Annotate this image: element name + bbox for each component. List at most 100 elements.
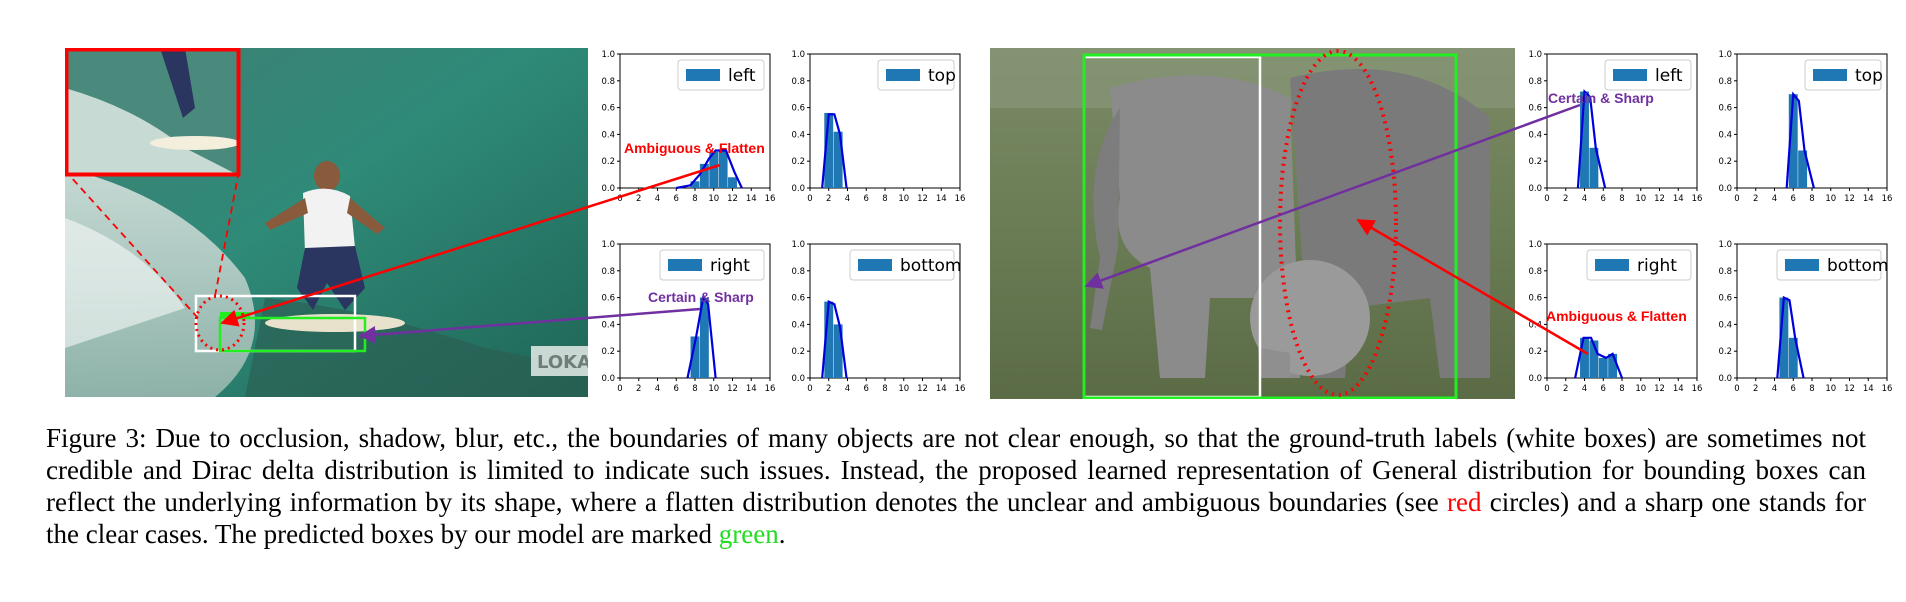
right-panel-left-xtick-label: 8	[1619, 194, 1624, 204]
right-panel-bottom-legend-label: bottom	[1827, 256, 1888, 276]
left-panel-bottom-xtick-label: 16	[955, 384, 966, 394]
right-panel-bottom-xtick-label: 8	[1809, 384, 1814, 394]
right-panel-top-ytick-label: 0.8	[1718, 77, 1732, 87]
left-panel-top-xtick-label: 6	[864, 194, 869, 204]
left-panel-left-ytick-label: 0.0	[601, 184, 615, 194]
right-panel-left-distribution-curve	[1576, 89, 1607, 189]
right-panel-bottom-legend-swatch	[1785, 259, 1819, 271]
caption-text-2: circles) and a sharp one stands for the …	[46, 487, 1866, 549]
left-panel-right-ytick-label: 0.6	[601, 294, 615, 304]
right-panel-bottom-legend-box	[1776, 249, 1882, 281]
left-panel-bottom-xtick-label: 8	[882, 384, 887, 394]
left-panel-left-xtick-label: 8	[692, 194, 697, 204]
left-panel-left-xtick-label: 14	[746, 194, 757, 204]
left-panel-bottom-ytick-label: 0.2	[791, 347, 805, 357]
left-panel-right-ytick-label: 0.0	[601, 374, 615, 384]
left-panel-top-xtick-label: 2	[826, 194, 831, 204]
right-panel-bottom-ytick-label: 0.4	[1718, 320, 1732, 330]
right-panel-left-bar	[1589, 147, 1599, 188]
right-panel-left-xtick-label: 2	[1563, 194, 1568, 204]
right-panel-right-xtick-label: 14	[1673, 384, 1684, 394]
left-panel-right-bar	[690, 336, 700, 378]
right-panel-right-bar	[1608, 353, 1618, 378]
left-panel-bottom-legend-label: bottom	[900, 256, 961, 276]
left-panel-right-xtick-label: 2	[636, 384, 641, 394]
right-panel-top-distribution-curve	[1785, 91, 1815, 189]
right-panel-bottom-ytick-label: 1.0	[1718, 240, 1732, 250]
left-panel-bottom-xtick-label: 10	[898, 384, 909, 394]
right-panel-right-ytick-label: 0.8	[1528, 267, 1542, 277]
right-panel-bottom-bar	[1788, 337, 1798, 378]
left-panel-bottom-ytick-label: 0.8	[791, 267, 805, 277]
left-panel-bottom-xtick-label: 6	[864, 384, 869, 394]
right-panel-right-bar	[1598, 357, 1608, 378]
left-panel-bottom-bar	[833, 324, 843, 378]
left-panel-top-xtick-label: 12	[917, 194, 928, 204]
left-panel-top-ytick-label: 0.6	[791, 104, 805, 114]
right-panel-bottom-xtick-label: 12	[1844, 384, 1855, 394]
left-panel-left-xtick-label: 16	[765, 194, 776, 204]
left-panel-bottom-xtick-label: 4	[845, 384, 850, 394]
right-panel-top-xtick-label: 4	[1772, 194, 1777, 204]
right-panel-top-ytick-label: 0.0	[1718, 184, 1732, 194]
right-panel-right-ytick-label: 0.2	[1528, 347, 1542, 357]
left-panel-right-xtick-label: 12	[727, 384, 738, 394]
right-panel-left-ytick-label: 0.8	[1528, 77, 1542, 87]
right-panel-left-xtick-label: 12	[1654, 194, 1665, 204]
surfer-photo: LOKAN	[65, 48, 588, 397]
right-panel-left-xtick-label: 14	[1673, 194, 1684, 204]
left-panel-bottom-xtick-label: 2	[826, 384, 831, 394]
left-panel-right-xtick-label: 14	[746, 384, 757, 394]
left-panel-top-xtick-label: 14	[936, 194, 947, 204]
right-panel-right-legend-label: right	[1637, 256, 1677, 276]
left-panel-top-ytick-label: 0.8	[791, 77, 805, 87]
right-panel-top-xtick-label: 12	[1844, 194, 1855, 204]
left-panel-right-legend-label: right	[710, 256, 750, 276]
left-panel-right-ytick-label: 0.2	[601, 347, 615, 357]
left-panel-top-bar	[833, 131, 843, 188]
left-panel-top-legend-label: top	[928, 66, 956, 86]
left-panel-top-ytick-label: 0.2	[791, 157, 805, 167]
caption-red-word: red	[1447, 487, 1482, 517]
watermark-text: LOKAN	[537, 352, 588, 373]
right-panel-right-xtick-label: 10	[1635, 384, 1646, 394]
right-panel-top-ytick-label: 1.0	[1718, 50, 1732, 60]
left-panel-right-ytick-label: 1.0	[601, 240, 615, 250]
caption-text-3: .	[778, 519, 786, 549]
left-panel-bottom-xtick-label: 14	[936, 384, 947, 394]
left-panel-left-xtick-label: 0	[617, 194, 622, 204]
left-panel-right-legend-swatch	[668, 259, 702, 271]
left-panel-right-xtick-label: 4	[655, 384, 660, 394]
left-panel-top-distribution-curve	[821, 113, 848, 189]
left-panel-left-bar	[728, 177, 737, 188]
right-panel-top-xtick-label: 8	[1809, 194, 1814, 204]
left-panel-left-legend-box	[677, 59, 765, 91]
right-panel-bottom-distribution-curve	[1776, 295, 1805, 379]
left-panel-right-ytick-label: 0.4	[601, 320, 615, 330]
right-panel-top-ytick-label: 0.2	[1718, 157, 1732, 167]
right-panel-bottom-ytick-label: 0.0	[1718, 374, 1732, 384]
left-panel-left-xtick-label: 12	[727, 194, 738, 204]
left-panel-right-xtick-label: 6	[674, 384, 679, 394]
right-panel-bottom-ytick-label: 0.2	[1718, 347, 1732, 357]
left-panel-left-ytick-label: 0.4	[601, 130, 615, 140]
left-panel-bottom-xtick-label: 0	[807, 384, 812, 394]
right-panel-top-ytick-label: 0.4	[1718, 130, 1732, 140]
right-panel-right-xtick-label: 0	[1544, 384, 1549, 394]
right-panel-right-xtick-label: 12	[1654, 384, 1665, 394]
right-panel-left-ytick-label: 0.4	[1528, 130, 1542, 140]
right-panel-right-ytick-label: 0.0	[1528, 374, 1542, 384]
left-panel-left-xtick-label: 6	[674, 194, 679, 204]
right-panel-top-xtick-label: 16	[1882, 194, 1893, 204]
left-panel-top-xtick-label: 4	[845, 194, 850, 204]
right-panel-bottom-ytick-label: 0.6	[1718, 294, 1732, 304]
left-panel-bottom-legend-box	[849, 249, 955, 281]
right-panel-bottom-xtick-label: 10	[1825, 384, 1836, 394]
right-panel-left-xtick-label: 16	[1692, 194, 1703, 204]
left-panel-right-xtick-label: 0	[617, 384, 622, 394]
left-panel-top-xtick-label: 10	[898, 194, 909, 204]
right-panel-right-legend-swatch	[1595, 259, 1629, 271]
right-panel-bottom-xtick-label: 14	[1863, 384, 1874, 394]
right-panel-chart-bottom: 0 2 4 6 8 10 12 14 16 0.0 0.2 0.4 0.6 0.8 1.0 bottom	[1705, 238, 1895, 408]
left-panel-top-xtick-label: 0	[807, 194, 812, 204]
